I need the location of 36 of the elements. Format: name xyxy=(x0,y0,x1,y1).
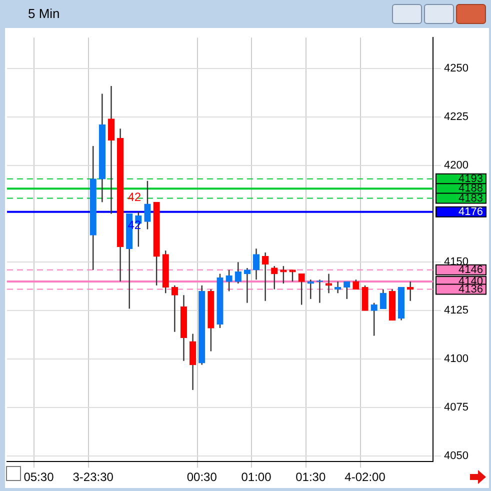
x-tick-label: 01:00 xyxy=(241,470,272,484)
candlestick xyxy=(171,284,178,332)
candlestick xyxy=(370,302,378,336)
ref-line-label: 4176 xyxy=(458,206,483,218)
y-tick-label: 4125 xyxy=(444,304,468,317)
y-tick-label: 4050 xyxy=(444,450,468,462)
y-tick-label: 4200 xyxy=(444,159,468,172)
ref-line-label: 4188 xyxy=(458,182,483,195)
chart-title: 5 Min xyxy=(28,6,60,21)
candlestick xyxy=(344,280,350,300)
candlestick xyxy=(262,252,269,302)
candlestick xyxy=(380,288,386,310)
candlestick xyxy=(108,85,115,214)
x-tick-label: 00:30 xyxy=(186,470,218,484)
y-tick-label: 4075 xyxy=(444,401,468,414)
x-tick-label: 05:30 xyxy=(24,470,54,484)
x-tick-label: 01:30 xyxy=(296,470,326,484)
ref-line-label: 4183 xyxy=(458,192,483,204)
y-tick-label: 4100 xyxy=(444,353,468,366)
candlestick xyxy=(271,265,278,290)
candlestick xyxy=(362,284,368,312)
candlestick xyxy=(144,180,151,230)
candlestick xyxy=(226,269,232,292)
candlestick xyxy=(244,267,251,304)
candlestick xyxy=(307,279,314,300)
candlestick xyxy=(352,279,360,290)
x-tick-label: 4-02:00 xyxy=(344,470,386,484)
candlestick xyxy=(234,262,242,284)
x-tick-label: 3-23:30 xyxy=(72,470,114,484)
ref-line-label: 4193 xyxy=(458,172,483,185)
candlestick xyxy=(298,273,305,306)
y-tick-label: 4225 xyxy=(444,111,468,124)
annotation: 42 xyxy=(128,218,142,232)
candlestick xyxy=(325,273,332,294)
y-tick-label: 4250 xyxy=(444,62,468,75)
candlestick xyxy=(189,333,196,391)
